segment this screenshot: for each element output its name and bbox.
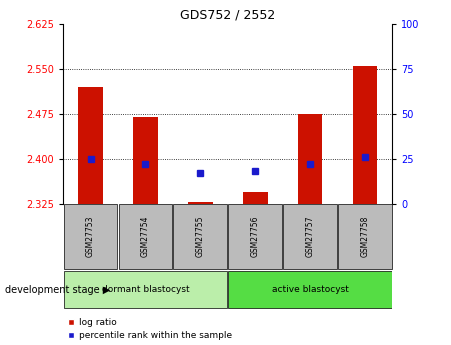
Bar	[298, 114, 322, 204]
Bar	[64, 204, 117, 269]
Title: GDS752 / 2552: GDS752 / 2552	[180, 9, 276, 22]
Bar	[133, 117, 158, 204]
Bar	[188, 202, 213, 204]
Bar	[64, 271, 227, 308]
Bar	[228, 271, 392, 308]
Legend: log ratio, percentile rank within the sample: log ratio, percentile rank within the sa…	[68, 318, 233, 341]
Text: development stage ▶: development stage ▶	[5, 285, 110, 295]
Bar	[228, 204, 282, 269]
Text: dormant blastocyst: dormant blastocyst	[101, 285, 189, 294]
Text: active blastocyst: active blastocyst	[272, 285, 349, 294]
Bar	[174, 204, 227, 269]
Text: GSM27758: GSM27758	[360, 216, 369, 257]
Bar	[243, 191, 267, 204]
Text: GSM27755: GSM27755	[196, 216, 205, 257]
Text: GSM27757: GSM27757	[306, 216, 314, 257]
Text: GSM27756: GSM27756	[251, 216, 260, 257]
Bar	[353, 66, 377, 204]
Bar	[338, 204, 392, 269]
Text: GSM27754: GSM27754	[141, 216, 150, 257]
Bar	[283, 204, 337, 269]
Bar	[78, 87, 103, 204]
Bar	[119, 204, 172, 269]
Text: GSM27753: GSM27753	[86, 216, 95, 257]
